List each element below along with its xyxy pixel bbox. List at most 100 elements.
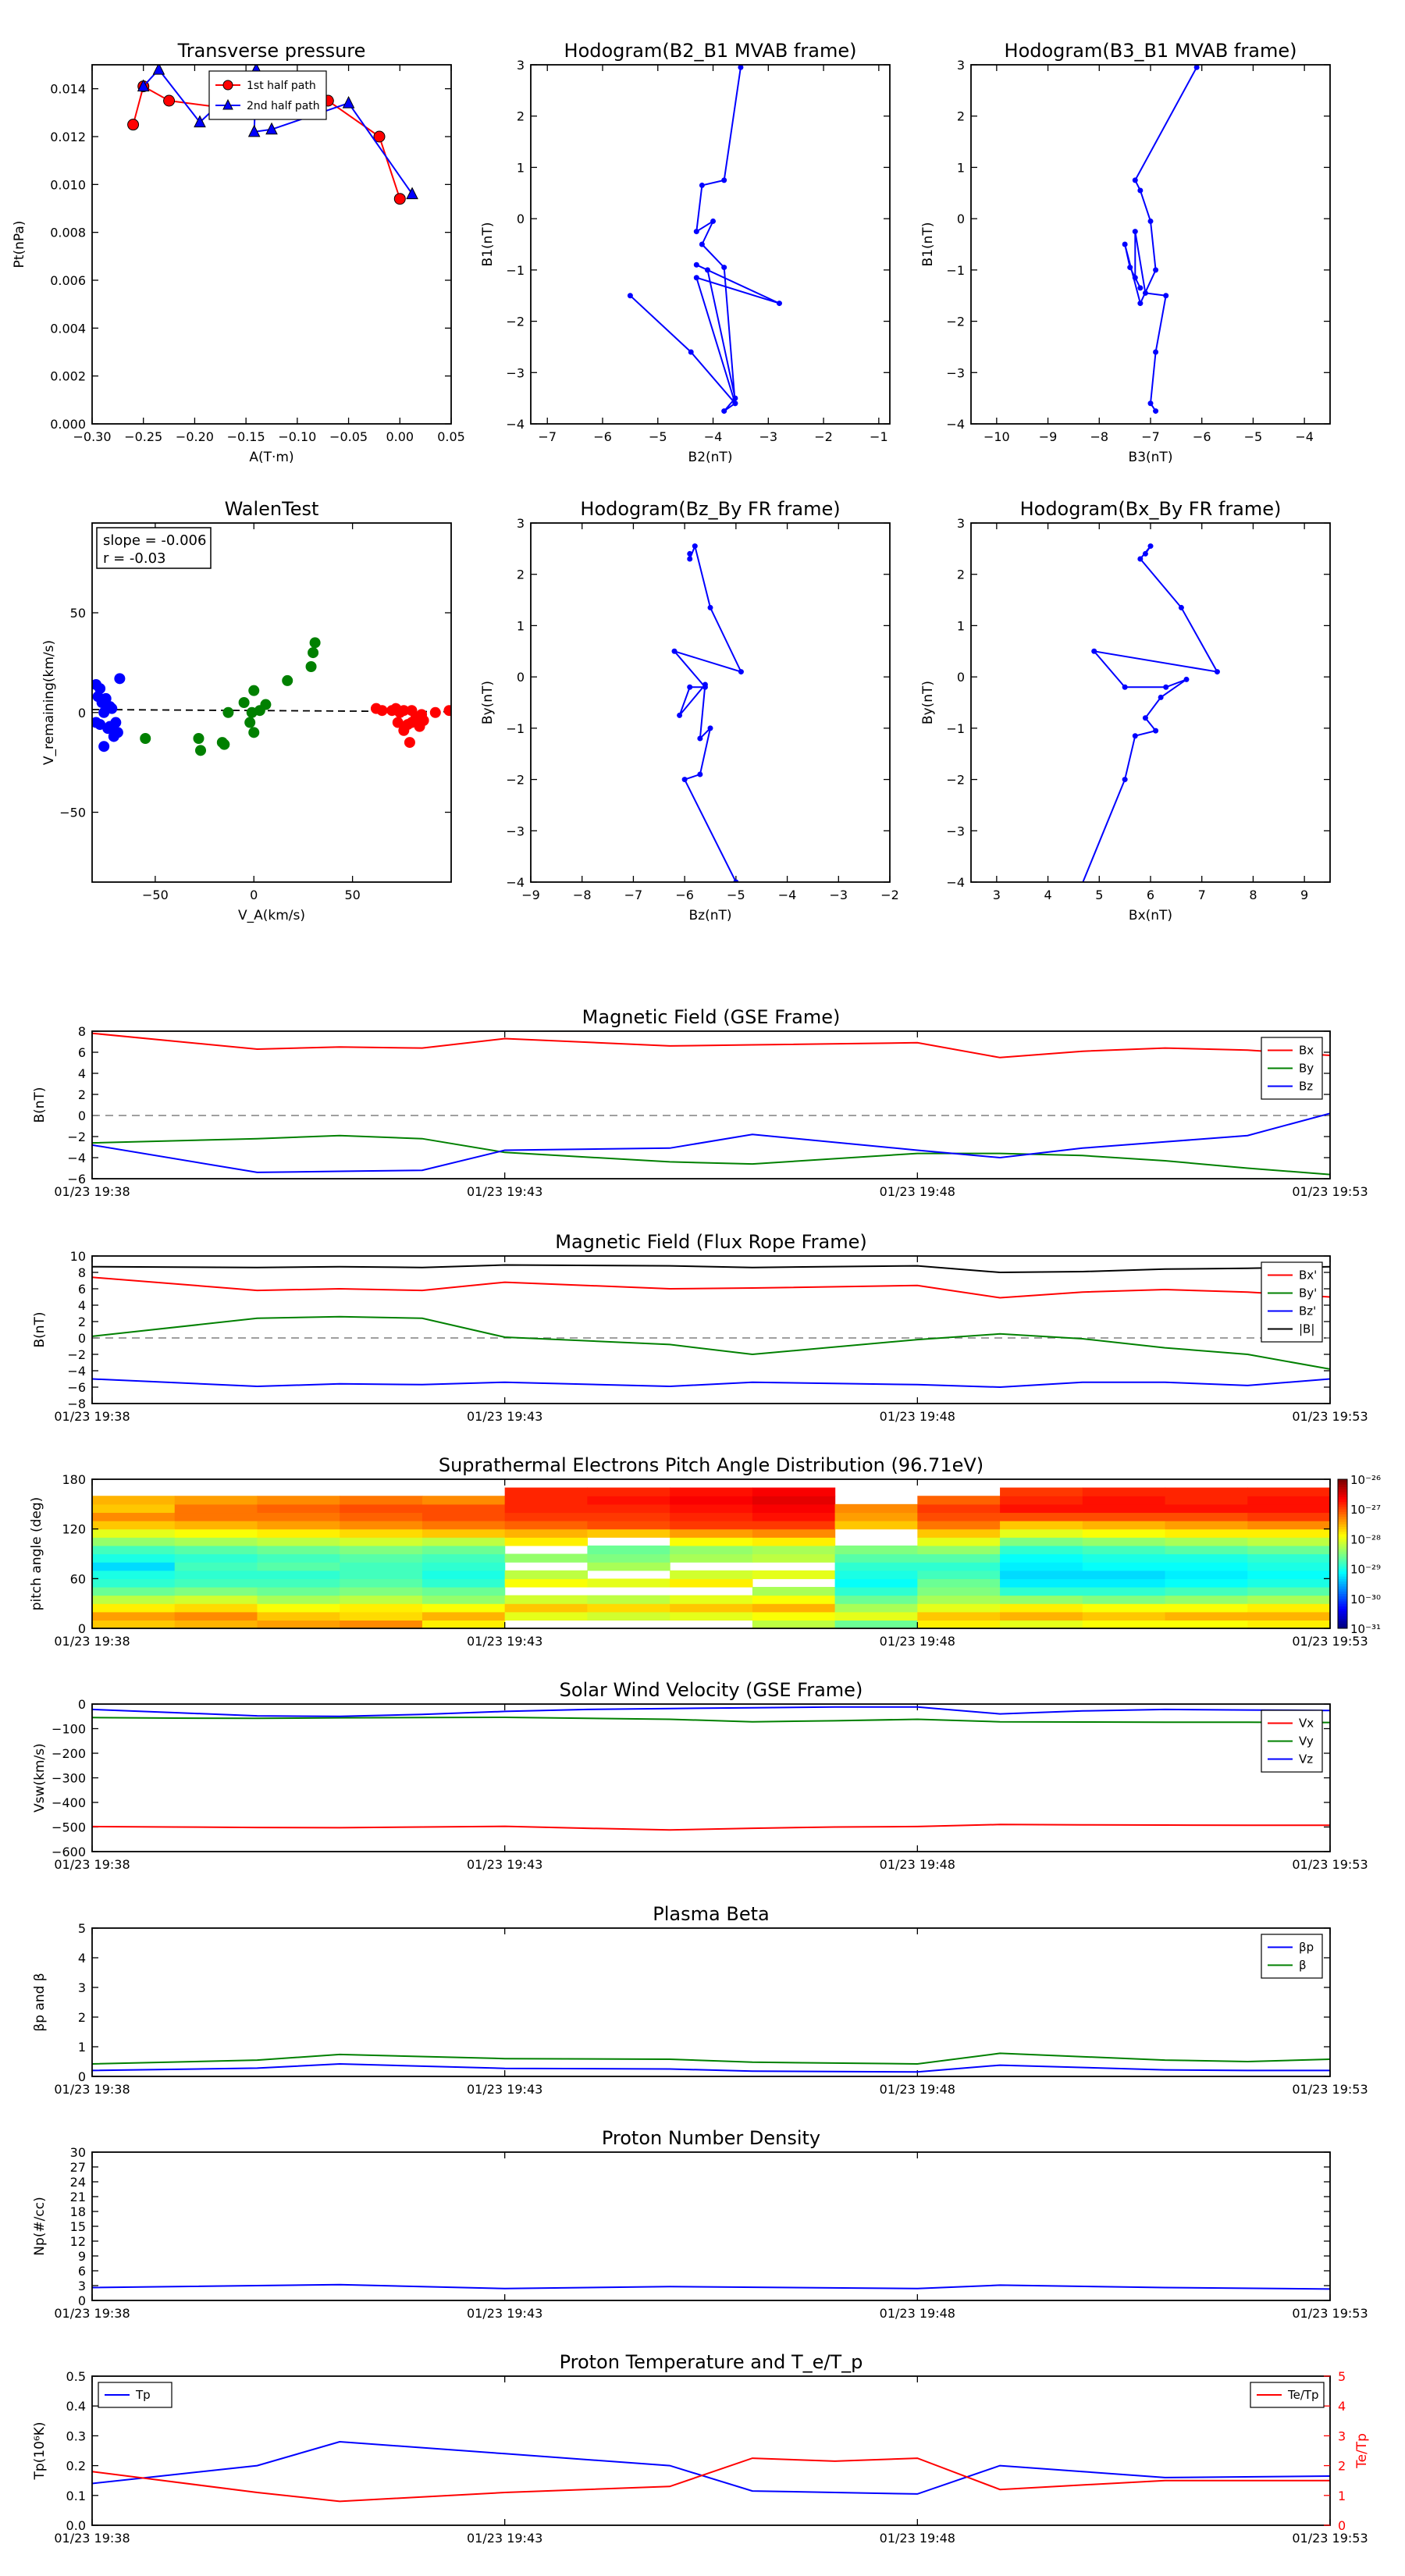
x-tick-label: 7 [1198, 888, 1206, 902]
heatmap-cell [917, 1578, 1001, 1588]
heatmap-cell [834, 1553, 918, 1563]
y-axis-label: By(nT) [920, 681, 936, 724]
y-axis-label: B1(nT) [480, 222, 496, 267]
heatmap-cell [1247, 1595, 1331, 1604]
heatmap-cell [174, 1586, 258, 1596]
plot-frame [530, 64, 891, 425]
scatter-point [416, 709, 428, 720]
heatmap-cell [92, 1603, 176, 1613]
y-tick-label: 3 [517, 516, 525, 531]
scatter-point [248, 727, 260, 738]
colorbar-segment [1338, 1613, 1347, 1617]
heatmap-cell [504, 1553, 588, 1563]
legend-label: By' [1299, 1286, 1317, 1300]
heatmap-cell [917, 1528, 1001, 1538]
heatmap-cell [1082, 1562, 1166, 1571]
heatmap-cell [257, 1528, 340, 1538]
heatmap-cell [587, 1578, 670, 1588]
chart-title: Suprathermal Electrons Pitch Angle Distr… [439, 1454, 984, 1476]
heatmap-cell [917, 1503, 1001, 1514]
heatmap-cell [670, 1537, 753, 1546]
y-tick-label: 5 [78, 1921, 86, 1936]
right-y-tick-label: 0 [1338, 2518, 1346, 2533]
data-point [693, 262, 699, 268]
y-tick-label: −300 [52, 1771, 86, 1786]
legend-label: 2nd half path [247, 100, 320, 112]
colorbar-segment [1338, 1551, 1347, 1554]
colorbar-segment [1338, 1556, 1347, 1560]
x-tick-label: −7 [1141, 429, 1160, 444]
colorbar-segment [1338, 1603, 1347, 1606]
heatmap-cell [257, 1496, 340, 1505]
y-tick-label: 0.2 [66, 2459, 86, 2474]
heatmap-cell [422, 1503, 506, 1514]
chart-title: Hodogram(Bz_By FR frame) [580, 498, 840, 520]
x-tick-label: −4 [704, 429, 723, 444]
colorbar-segment [1338, 1621, 1347, 1624]
data-point [687, 550, 693, 557]
data-point [1127, 265, 1133, 271]
data-point [697, 771, 703, 777]
y-tick-label: 1 [78, 2040, 86, 2055]
y-tick-label: 0 [78, 1697, 86, 1712]
y-tick-label: 10 [70, 1249, 86, 1264]
heatmap-cell [422, 1578, 506, 1588]
chart-h3: Hodogram(Bz_By FR frame) −9 −8 −7 −6 −5 −4 −3 −2… [480, 498, 899, 923]
heatmap-cell [1165, 1578, 1248, 1588]
x-tick-label: −3 [829, 888, 848, 902]
heatmap-cell [1082, 1528, 1166, 1538]
scatter-point [260, 699, 272, 710]
heatmap-cell [1000, 1553, 1083, 1563]
x-tick-label: 01/23 19:43 [467, 1409, 542, 1424]
colorbar-segment [1338, 1509, 1347, 1512]
chart-np: Proton Number Density 01/23 19:38 01/23 19… [32, 2127, 1368, 2321]
heatmap-cell [174, 1545, 258, 1555]
heatmap-cell [670, 1521, 753, 1530]
heatmap-cell [504, 1503, 588, 1514]
chart-title: Magnetic Field (GSE Frame) [582, 1006, 841, 1028]
y-tick-label: 8 [78, 1265, 86, 1280]
data-point [1132, 177, 1138, 183]
y-tick-label: 0.4 [66, 2399, 86, 2414]
x-axis-label: A(T·m) [249, 450, 293, 465]
colorbar-segment [1338, 1598, 1347, 1602]
y-tick-label: 3 [78, 1980, 86, 1995]
data-point [163, 94, 176, 107]
heatmap-cell [257, 1512, 340, 1521]
colorbar-segment [1338, 1501, 1347, 1505]
scatter-point [248, 685, 260, 696]
heatmap-cell [504, 1570, 588, 1579]
heatmap-cell [587, 1496, 670, 1505]
y-tick-label: 0.010 [50, 177, 86, 192]
plot-area-vsw [92, 1706, 1330, 1831]
colorbar-label: 10⁻²⁶ [1350, 1473, 1381, 1487]
data-point [688, 349, 694, 355]
data-point [732, 395, 738, 401]
heatmap-cell [752, 1496, 836, 1505]
heatmap-cell [1082, 1570, 1166, 1579]
plot-area-walen [92, 637, 451, 756]
colorbar-label: 10⁻³¹ [1350, 1622, 1381, 1636]
heatmap-cell [1165, 1603, 1248, 1613]
chart-title: Plasma Beta [653, 1903, 769, 1925]
data-point [1178, 604, 1184, 610]
y-tick-label: −6 [67, 1172, 86, 1187]
x-tick-label: 01/23 19:53 [1292, 1634, 1368, 1649]
heatmap-cell [587, 1521, 670, 1530]
heatmap-cell [1000, 1603, 1083, 1613]
colorbar-segment [1338, 1573, 1347, 1577]
heatmap-cell [1082, 1496, 1166, 1505]
y-tick-label: 9 [78, 2249, 86, 2264]
heatmap-cell [752, 1603, 836, 1613]
scatter-point [305, 661, 317, 672]
x-tick-label: −7 [538, 429, 557, 444]
colorbar-segment [1338, 1561, 1347, 1564]
heatmap-cell [1082, 1512, 1166, 1521]
x-tick-label: 01/23 19:38 [54, 1857, 130, 1872]
x-tick-label: 3 [993, 888, 1001, 902]
y-tick-label: −4 [946, 417, 965, 432]
y-tick-label: −6 [67, 1380, 86, 1395]
heatmap-cell [1000, 1528, 1083, 1538]
plot-frame [91, 1030, 1331, 1179]
colorbar-segment [1338, 1518, 1347, 1522]
